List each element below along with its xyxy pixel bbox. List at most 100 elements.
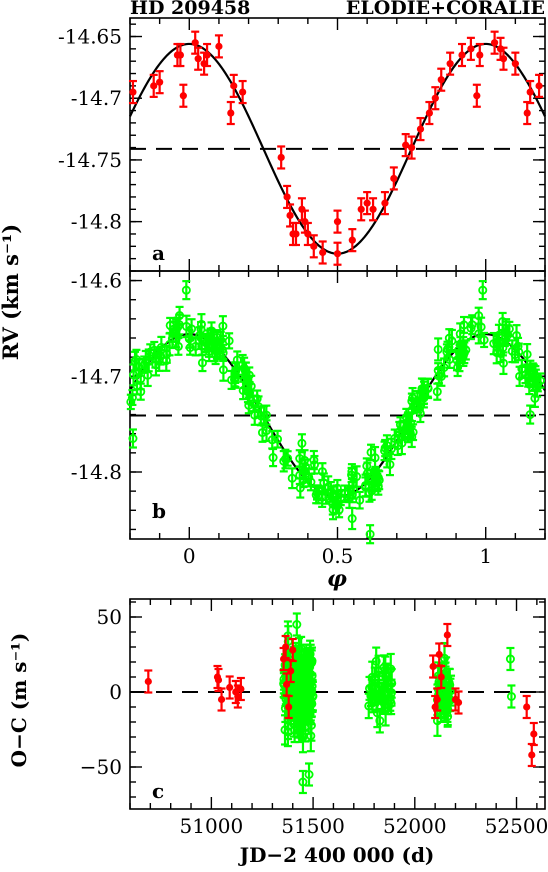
jd-axis-label: JD−2 400 000 (d)	[238, 843, 435, 867]
elodie-point	[466, 36, 475, 61]
coralie-point	[361, 473, 371, 498]
elodie-point	[407, 135, 416, 160]
elodie-point	[458, 42, 466, 68]
coralie-point	[528, 362, 538, 386]
panel-a-label: a	[152, 241, 165, 265]
coralie-point	[362, 457, 372, 475]
coralie-point	[287, 467, 297, 490]
coralie-point	[150, 348, 160, 369]
elodie-residual	[437, 664, 446, 690]
coralie-residual	[506, 684, 516, 709]
coralie-point	[367, 480, 377, 501]
star-name: HD 209458	[130, 0, 250, 19]
coralie-point	[185, 339, 195, 356]
elodie-residual	[217, 687, 226, 712]
panel-a-ytick-label: -14.65	[58, 25, 122, 49]
panel-b: -14.6 -14.7 -14.8 0 0.5 1 b φ	[71, 269, 546, 592]
panel-c-frame	[129, 598, 546, 810]
panel-c: 50 0 −50 51000 51500 52000 52500 c O−C (m s⁻¹)…	[7, 598, 548, 867]
coralie-point	[370, 445, 380, 470]
coralie-point	[500, 330, 510, 348]
coralie-point	[366, 443, 376, 462]
coralie-residual	[298, 690, 308, 716]
elodie-point	[155, 70, 164, 95]
elodie-point	[128, 79, 137, 105]
elodie-point	[191, 30, 200, 55]
elodie-point	[229, 73, 238, 98]
panel-c-ticks: 50 0 −50 51000 51500 52000 52500	[80, 599, 548, 838]
panel-c-ytick-label: −50	[80, 755, 122, 779]
coralie-point	[467, 314, 477, 336]
coralie-point	[525, 404, 535, 425]
coralie-point	[126, 393, 136, 411]
elodie-residual	[288, 637, 297, 663]
coralie-residual	[292, 612, 302, 637]
elodie-point	[389, 166, 398, 191]
elodie-point	[511, 51, 520, 76]
elodie-point	[149, 73, 158, 98]
coralie-point	[515, 365, 525, 388]
panel-b-label: b	[152, 499, 166, 523]
panel-c-points	[144, 612, 538, 795]
coralie-point	[280, 448, 290, 470]
elodie-point	[369, 197, 378, 222]
panel-b-xtick-label: 0.5	[322, 544, 354, 568]
panel-a: -14.65 -14.7 -14.75 -14.8 a	[58, 17, 546, 272]
coralie-point	[334, 501, 344, 519]
panel-b-ytick-label: -14.7	[71, 364, 122, 388]
elodie-residual	[236, 676, 245, 702]
coralie-point	[197, 353, 207, 373]
coralie-residual	[444, 667, 454, 698]
elodie-residual	[527, 742, 536, 768]
elodie-residual	[284, 694, 293, 720]
coralie-residual	[439, 696, 449, 724]
elodie-point	[446, 51, 455, 76]
coralie-point	[390, 428, 400, 449]
coralie-point	[239, 368, 249, 390]
coralie-point	[128, 428, 138, 449]
coralie-point	[248, 394, 258, 413]
coralie-point	[455, 322, 465, 346]
panel-c-label: c	[152, 779, 164, 803]
coralie-point	[212, 341, 222, 360]
elodie-point	[348, 228, 357, 253]
coralie-point	[218, 315, 228, 338]
coralie-point	[313, 486, 323, 505]
coralie-point	[433, 337, 443, 362]
elodie-point	[535, 73, 544, 98]
coralie-point	[365, 524, 375, 545]
coralie-residual	[304, 762, 314, 787]
elodie-point	[292, 221, 300, 247]
coralie-point	[136, 382, 146, 401]
elodie-point	[238, 79, 247, 105]
elodie-point	[357, 197, 366, 222]
elodie-point	[380, 191, 389, 216]
instrument-label: ELODIE+CORALIE	[346, 0, 545, 19]
coralie-point	[355, 490, 365, 510]
panel-b-ticks: -14.6 -14.7 -14.8 0 0.5 1	[71, 269, 546, 568]
coralie-residual	[298, 769, 308, 795]
coralie-point	[347, 506, 357, 531]
panel-c-ytick-label: 50	[97, 605, 122, 629]
coralie-point	[267, 430, 277, 450]
coralie-point	[156, 335, 166, 359]
elodie-point	[472, 83, 481, 108]
panel-b-model	[129, 333, 546, 498]
coralie-point	[181, 314, 191, 339]
coralie-point	[295, 465, 305, 486]
elodie-point	[401, 133, 410, 158]
coralie-point	[173, 316, 183, 338]
elodie-point	[318, 240, 327, 265]
elodie-residual	[443, 622, 452, 648]
elodie-point	[176, 42, 185, 68]
coralie-point	[403, 423, 413, 444]
elodie-point	[416, 116, 425, 142]
coralie-point	[261, 404, 271, 426]
elodie-residual	[529, 721, 538, 747]
coralie-point	[418, 377, 428, 401]
elodie-point	[333, 209, 342, 234]
elodie-point	[203, 42, 212, 68]
coralie-point	[232, 350, 242, 370]
panel-c-ytick-label: 0	[109, 680, 122, 704]
